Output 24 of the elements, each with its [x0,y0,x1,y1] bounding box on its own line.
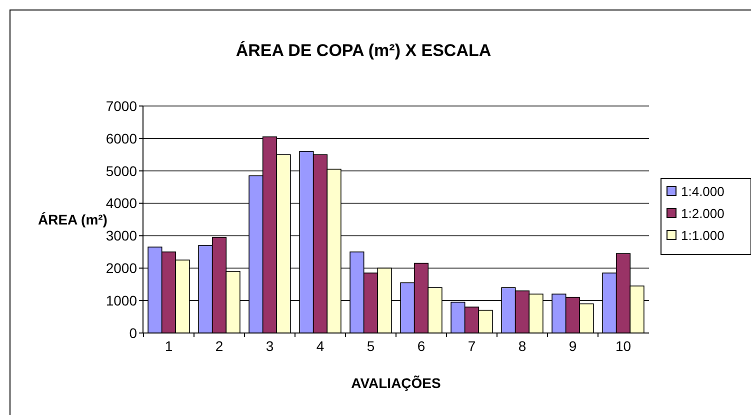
y-tick-label: 2000 [106,260,138,276]
y-tick-label: 0 [129,324,138,341]
chart-title: ÁREA DE COPA (m²) X ESCALA [236,40,492,60]
x-tick-label: 1 [164,338,173,354]
x-tick-label: 3 [266,338,274,354]
x-tick-label: 4 [316,338,324,354]
y-tick-label: 5000 [106,162,138,179]
x-tick-label: 2 [215,338,224,354]
legend-label: 1:4.000 [681,184,724,200]
x-tick-label: 7 [468,338,476,354]
legend-label: 1:2.000 [681,206,724,222]
legend-label: 1:1.000 [681,228,724,244]
y-tick-label: 6000 [106,130,138,146]
x-tick-label: 8 [518,338,526,354]
y-axis-title: ÁREA (m²) [38,211,108,228]
x-tick-label: 5 [366,338,375,354]
y-tick-label: 3000 [106,228,138,244]
x-axis-title: AVALIAÇÕES [351,375,441,391]
y-tick-label: 1000 [106,292,138,308]
y-tick-label: 4000 [106,195,138,212]
x-tick-label: 9 [568,338,577,354]
x-tick-label: 10 [615,338,632,354]
x-tick-label: 6 [417,338,426,354]
y-tick-label: 7000 [106,98,138,114]
